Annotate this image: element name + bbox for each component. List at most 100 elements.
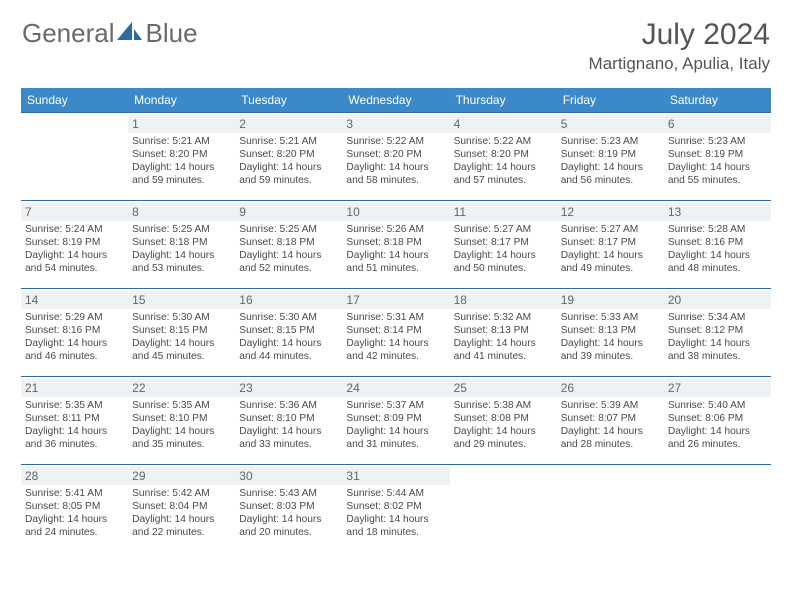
day-number: 11	[450, 203, 557, 221]
day-details: Sunrise: 5:27 AMSunset: 8:17 PMDaylight:…	[454, 223, 553, 275]
day-number: 17	[342, 291, 449, 309]
calendar-body: 1Sunrise: 5:21 AMSunset: 8:20 PMDaylight…	[21, 113, 771, 553]
day-number: 25	[450, 379, 557, 397]
calendar-cell: 24Sunrise: 5:37 AMSunset: 8:09 PMDayligh…	[342, 377, 449, 465]
day-number: 6	[664, 115, 771, 133]
day-number: 14	[21, 291, 128, 309]
calendar-cell: 8 Sunrise: 5:25 AMSunset: 8:18 PMDaylight…	[128, 201, 235, 289]
calendar-cell: 2 Sunrise: 5:21 AMSunset: 8:20 PMDaylight…	[235, 113, 342, 201]
calendar-cell: 4 Sunrise: 5:22 AMSunset: 8:20 PMDaylight…	[450, 113, 557, 201]
calendar-table: SundayMondayTuesdayWednesdayThursdayFrid…	[21, 88, 771, 553]
calendar-cell: 12Sunrise: 5:27 AMSunset: 8:17 PMDayligh…	[557, 201, 664, 289]
calendar-cell: 19 Sunrise: 5:33 AMSunset: 8:13 PMDayligh…	[557, 289, 664, 377]
calendar-cell: 27 Sunrise: 5:40 AMSunset: 8:06 PMDayligh…	[664, 377, 771, 465]
day-details: Sunrise: 5:30 AMSunset: 8:15 PMDaylight:…	[132, 311, 231, 363]
calendar-cell: 9Sunrise: 5:25 AMSunset: 8:18 PMDaylight…	[235, 201, 342, 289]
day-number: 3	[342, 115, 449, 133]
day-details: Sunrise: 5:32 AMSunset: 8:13 PMDaylight:…	[454, 311, 553, 363]
day-details: Sunrise: 5:21 AMSunset: 8:20 PMDaylight:…	[239, 135, 338, 187]
calendar-cell: 6 Sunrise: 5:23 AMSunset: 8:19 PMDaylight…	[664, 113, 771, 201]
brand-sail-icon	[117, 18, 143, 49]
day-number: 29	[128, 467, 235, 485]
calendar-cell: 18 Sunrise: 5:32 AMSunset: 8:13 PMDayligh…	[450, 289, 557, 377]
day-details: Sunrise: 5:22 AMSunset: 8:20 PMDaylight:…	[346, 135, 445, 187]
calendar-cell-empty	[557, 465, 664, 553]
day-details: Sunrise: 5:30 AMSunset: 8:15 PMDaylight:…	[239, 311, 338, 363]
day-details: Sunrise: 5:23 AMSunset: 8:19 PMDaylight:…	[668, 135, 767, 187]
calendar-cell: 3 Sunrise: 5:22 AMSunset: 8:20 PMDaylight…	[342, 113, 449, 201]
calendar-cell: 13 Sunrise: 5:28 AMSunset: 8:16 PMDayligh…	[664, 201, 771, 289]
day-details: Sunrise: 5:40 AMSunset: 8:06 PMDaylight:…	[668, 399, 767, 451]
day-number: 8	[128, 203, 235, 221]
day-details: Sunrise: 5:37 AMSunset: 8:09 PMDaylight:…	[346, 399, 445, 451]
calendar-cell: 7Sunrise: 5:24 AMSunset: 8:19 PMDaylight…	[21, 201, 128, 289]
calendar-cell: 20Sunrise: 5:34 AMSunset: 8:12 PMDayligh…	[664, 289, 771, 377]
day-number: 4	[450, 115, 557, 133]
day-number: 30	[235, 467, 342, 485]
calendar-cell: 10 Sunrise: 5:26 AMSunset: 8:18 PMDayligh…	[342, 201, 449, 289]
weekday-header: Wednesday	[342, 88, 449, 113]
month-title: July 2024	[589, 18, 770, 52]
day-details: Sunrise: 5:25 AMSunset: 8:18 PMDaylight:…	[239, 223, 338, 275]
brand-text-1: General	[22, 18, 115, 49]
weekday-header: Friday	[557, 88, 664, 113]
calendar-row: 14 Sunrise: 5:29 AMSunset: 8:16 PMDayligh…	[21, 289, 771, 377]
location-text: Martignano, Apulia, Italy	[589, 54, 770, 74]
calendar-cell-empty	[450, 465, 557, 553]
day-number: 5	[557, 115, 664, 133]
calendar-cell: 25 Sunrise: 5:38 AMSunset: 8:08 PMDayligh…	[450, 377, 557, 465]
calendar-cell: 31 Sunrise: 5:44 AMSunset: 8:02 PMDayligh…	[342, 465, 449, 553]
day-number: 18	[450, 291, 557, 309]
day-details: Sunrise: 5:44 AMSunset: 8:02 PMDaylight:…	[346, 487, 445, 539]
day-number: 13	[664, 203, 771, 221]
calendar-cell: 11 Sunrise: 5:27 AMSunset: 8:17 PMDayligh…	[450, 201, 557, 289]
calendar-cell-empty	[21, 113, 128, 201]
calendar-cell: 26Sunrise: 5:39 AMSunset: 8:07 PMDayligh…	[557, 377, 664, 465]
brand-text-2: Blue	[146, 18, 198, 49]
day-number: 19	[557, 291, 664, 309]
calendar-cell: 21Sunrise: 5:35 AMSunset: 8:11 PMDayligh…	[21, 377, 128, 465]
calendar-cell: 14 Sunrise: 5:29 AMSunset: 8:16 PMDayligh…	[21, 289, 128, 377]
day-details: Sunrise: 5:25 AMSunset: 8:18 PMDaylight:…	[132, 223, 231, 275]
day-number: 7	[21, 203, 128, 221]
weekday-header: Tuesday	[235, 88, 342, 113]
calendar-cell-empty	[664, 465, 771, 553]
day-number: 16	[235, 291, 342, 309]
day-number: 21	[21, 379, 128, 397]
day-number: 10	[342, 203, 449, 221]
day-details: Sunrise: 5:41 AMSunset: 8:05 PMDaylight:…	[25, 487, 124, 539]
day-details: Sunrise: 5:42 AMSunset: 8:04 PMDaylight:…	[132, 487, 231, 539]
day-details: Sunrise: 5:38 AMSunset: 8:08 PMDaylight:…	[454, 399, 553, 451]
calendar-cell: 5Sunrise: 5:23 AMSunset: 8:19 PMDaylight…	[557, 113, 664, 201]
day-details: Sunrise: 5:33 AMSunset: 8:13 PMDaylight:…	[561, 311, 660, 363]
day-details: Sunrise: 5:39 AMSunset: 8:07 PMDaylight:…	[561, 399, 660, 451]
calendar-row: 1Sunrise: 5:21 AMSunset: 8:20 PMDaylight…	[21, 113, 771, 201]
day-details: Sunrise: 5:27 AMSunset: 8:17 PMDaylight:…	[561, 223, 660, 275]
weekday-header-row: SundayMondayTuesdayWednesdayThursdayFrid…	[21, 88, 771, 113]
calendar-cell: 1Sunrise: 5:21 AMSunset: 8:20 PMDaylight…	[128, 113, 235, 201]
day-details: Sunrise: 5:35 AMSunset: 8:10 PMDaylight:…	[132, 399, 231, 451]
day-details: Sunrise: 5:36 AMSunset: 8:10 PMDaylight:…	[239, 399, 338, 451]
weekday-header: Saturday	[664, 88, 771, 113]
calendar-cell: 15Sunrise: 5:30 AMSunset: 8:15 PMDayligh…	[128, 289, 235, 377]
day-details: Sunrise: 5:34 AMSunset: 8:12 PMDaylight:…	[668, 311, 767, 363]
day-details: Sunrise: 5:22 AMSunset: 8:20 PMDaylight:…	[454, 135, 553, 187]
day-details: Sunrise: 5:21 AMSunset: 8:20 PMDaylight:…	[132, 135, 231, 187]
calendar-cell: 16 Sunrise: 5:30 AMSunset: 8:15 PMDayligh…	[235, 289, 342, 377]
calendar-cell: 17 Sunrise: 5:31 AMSunset: 8:14 PMDayligh…	[342, 289, 449, 377]
day-number: 27	[664, 379, 771, 397]
day-number: 2	[235, 115, 342, 133]
day-number: 23	[235, 379, 342, 397]
day-details: Sunrise: 5:28 AMSunset: 8:16 PMDaylight:…	[668, 223, 767, 275]
day-details: Sunrise: 5:29 AMSunset: 8:16 PMDaylight:…	[25, 311, 124, 363]
calendar-cell: 28 Sunrise: 5:41 AMSunset: 8:05 PMDayligh…	[21, 465, 128, 553]
day-number: 22	[128, 379, 235, 397]
day-number: 31	[342, 467, 449, 485]
brand-logo: General Blue	[22, 18, 198, 49]
day-details: Sunrise: 5:26 AMSunset: 8:18 PMDaylight:…	[346, 223, 445, 275]
calendar-cell: 23 Sunrise: 5:36 AMSunset: 8:10 PMDayligh…	[235, 377, 342, 465]
calendar-cell: 22 Sunrise: 5:35 AMSunset: 8:10 PMDayligh…	[128, 377, 235, 465]
day-number: 28	[21, 467, 128, 485]
calendar-cell: 30Sunrise: 5:43 AMSunset: 8:03 PMDayligh…	[235, 465, 342, 553]
day-details: Sunrise: 5:31 AMSunset: 8:14 PMDaylight:…	[346, 311, 445, 363]
